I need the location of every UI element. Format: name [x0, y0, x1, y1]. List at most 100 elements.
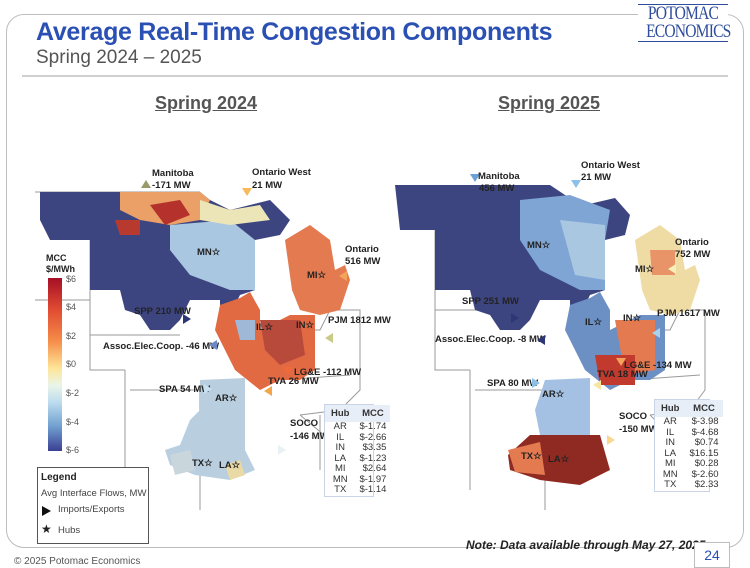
data-note: Note: Data available through May 27, 202…: [466, 538, 706, 552]
mcc-cell: $-1.97: [359, 473, 387, 485]
mcc-cell: $16.15: [689, 447, 719, 459]
hub-mn-2024: MN☆: [197, 247, 221, 258]
table-row: LA $16.15: [655, 447, 723, 460]
flow-triangle-icon: [339, 271, 347, 281]
hub-ar-2025: AR☆: [542, 389, 565, 400]
hub-il-2025: IL☆: [585, 317, 602, 328]
colorbar-tick: $-6: [66, 445, 80, 455]
hub-cell: MI: [664, 458, 676, 469]
value-lge-2025: LG&E -134 MW: [624, 360, 692, 371]
hub-mi-2025: MI☆: [635, 264, 655, 275]
flow-triangle-icon: [571, 180, 581, 188]
col-mcc: MCC: [355, 405, 391, 422]
legend-title: Legend: [41, 472, 77, 483]
hub-mn-2025: MN☆: [527, 240, 551, 251]
col-hub: Hub: [325, 405, 356, 422]
flow-triangle-icon: [325, 333, 333, 343]
colorbar-tick: $6: [66, 274, 77, 284]
star-icon: ★: [41, 522, 52, 536]
table-row: LA $-1.23: [325, 453, 390, 465]
col-mcc: MCC: [685, 400, 723, 417]
table-row: IL $-2.66: [325, 431, 390, 444]
hub-cell: IN: [335, 442, 345, 453]
flow-triangle-icon: [537, 335, 545, 345]
value-aec-2024: Assoc.Elec.Coop. -46 MW: [103, 341, 220, 352]
table-row: AR $-1.74: [325, 421, 390, 433]
flow-triangle-icon: [183, 314, 191, 324]
hub-tx-2025: TX☆: [521, 451, 542, 462]
table-row: IN $0.74: [655, 437, 723, 449]
colorbar-tick: $0: [66, 359, 77, 369]
table-row: MI $0.28: [655, 458, 723, 470]
flow-triangle-icon: [652, 328, 660, 338]
mcc-cell: $0.74: [694, 437, 719, 448]
hub-cell: IL: [666, 426, 675, 438]
colorbar-tick: $2: [66, 331, 77, 341]
hub-la-2025: LA☆: [548, 454, 570, 465]
flow-triangle-icon: [278, 445, 286, 455]
potomac-economics-logo: POTOMAC ECONOMICS: [638, 4, 731, 42]
hub-in-2024: IN☆: [296, 320, 315, 331]
hub-in-2025: IN☆: [623, 313, 642, 324]
hub-cell: IN: [665, 437, 675, 448]
hub-cell: LA: [664, 447, 677, 459]
flow-triangle-icon: [607, 435, 615, 445]
flow-triangle-icon: [470, 174, 480, 182]
value-spa-2025: SPA 80 MW: [487, 378, 539, 389]
colorbar-tick: $-4: [66, 417, 80, 427]
value-manitoba-2024: -171 MW: [152, 180, 191, 191]
hub-cell: MN: [662, 468, 678, 480]
flow-triangle-icon: [616, 358, 626, 366]
flow-triangle-icon: [532, 378, 540, 388]
value-spp-2025: SPP 251 MW: [462, 296, 519, 307]
hub-tx-2024: TX☆: [192, 458, 213, 469]
mcc-cell: $-3.98: [691, 416, 719, 427]
label-soco-2024: SOCO: [290, 418, 318, 429]
copyright: © 2025 Potomac Economics: [14, 556, 141, 567]
mcc-cell: $0.28: [694, 458, 719, 469]
mcc-cell: $-2.66: [359, 431, 387, 443]
colorbar-title-line2: $/MWh: [46, 264, 75, 274]
table-row: IN $3.35: [325, 442, 390, 454]
value-tva-2024: TVA 26 MW: [268, 376, 319, 387]
value-ontario-west-2024: 21 MW: [252, 180, 283, 191]
colorbar-title: MCC $/MWh: [46, 253, 75, 275]
colorbar-tick: $-2: [66, 388, 80, 398]
hub-mcc-table-2024: Hub MCC AR $-1.74 IL $-2.66 IN $3.35 LA $-1.2…: [324, 404, 391, 497]
label-manitoba-2025: Manitoba: [478, 171, 520, 182]
title-divider: [22, 75, 728, 77]
panel-title-2025: Spring 2025: [498, 93, 601, 113]
value-manitoba-2025: 456 MW: [479, 183, 515, 194]
value-ontario-2025: 752 MW: [675, 249, 711, 260]
hub-cell: AR: [333, 421, 347, 432]
table-row: TX $2.33: [655, 479, 723, 491]
legend-hubs: Hubs: [58, 525, 81, 536]
slide-subtitle: Spring 2024 – 2025: [36, 47, 202, 68]
logo-line-2: ECONOMICS: [646, 21, 731, 42]
mcc-cell: $-1.14: [359, 484, 387, 495]
value-ontario-west-2025: 21 MW: [581, 172, 612, 183]
table-row: AR $-3.98: [655, 416, 723, 428]
colorbar: [48, 278, 62, 451]
map-spring-2024: [35, 191, 361, 510]
value-spa-2024: SPA 54 MW: [159, 384, 211, 395]
hub-mcc-table-2025: Hub MCC AR $-3.98 IL $-4.68 IN $0.74 LA $16.1…: [654, 399, 723, 492]
colorbar-tick: $4: [66, 302, 77, 312]
flow-triangle-icon: [42, 506, 51, 516]
slide-frame: [6, 14, 744, 548]
flow-triangle-icon: [204, 384, 212, 394]
hub-ar-2024: AR☆: [215, 393, 238, 404]
value-pjm-2024: PJM 1812 MW: [328, 315, 391, 326]
table-row: IL $-4.68: [655, 426, 723, 439]
hub-cell: AR: [663, 416, 677, 427]
hub-cell: TX: [334, 484, 347, 495]
label-manitoba-2024: Manitoba: [152, 168, 194, 179]
legend-subtitle: Avg Interface Flows, MW: [41, 488, 147, 499]
value-tva-2025: TVA 18 MW: [597, 369, 648, 380]
label-ontario-west-2025: Ontario West: [581, 160, 640, 171]
table-row: TX $-1.14: [325, 484, 390, 496]
hub-cell: TX: [664, 479, 677, 490]
hub-mi-2024: MI☆: [307, 270, 327, 281]
mcc-cell: $2.33: [694, 479, 719, 490]
map-legend: Legend Avg Interface Flows, MW Imports/E…: [37, 467, 149, 544]
